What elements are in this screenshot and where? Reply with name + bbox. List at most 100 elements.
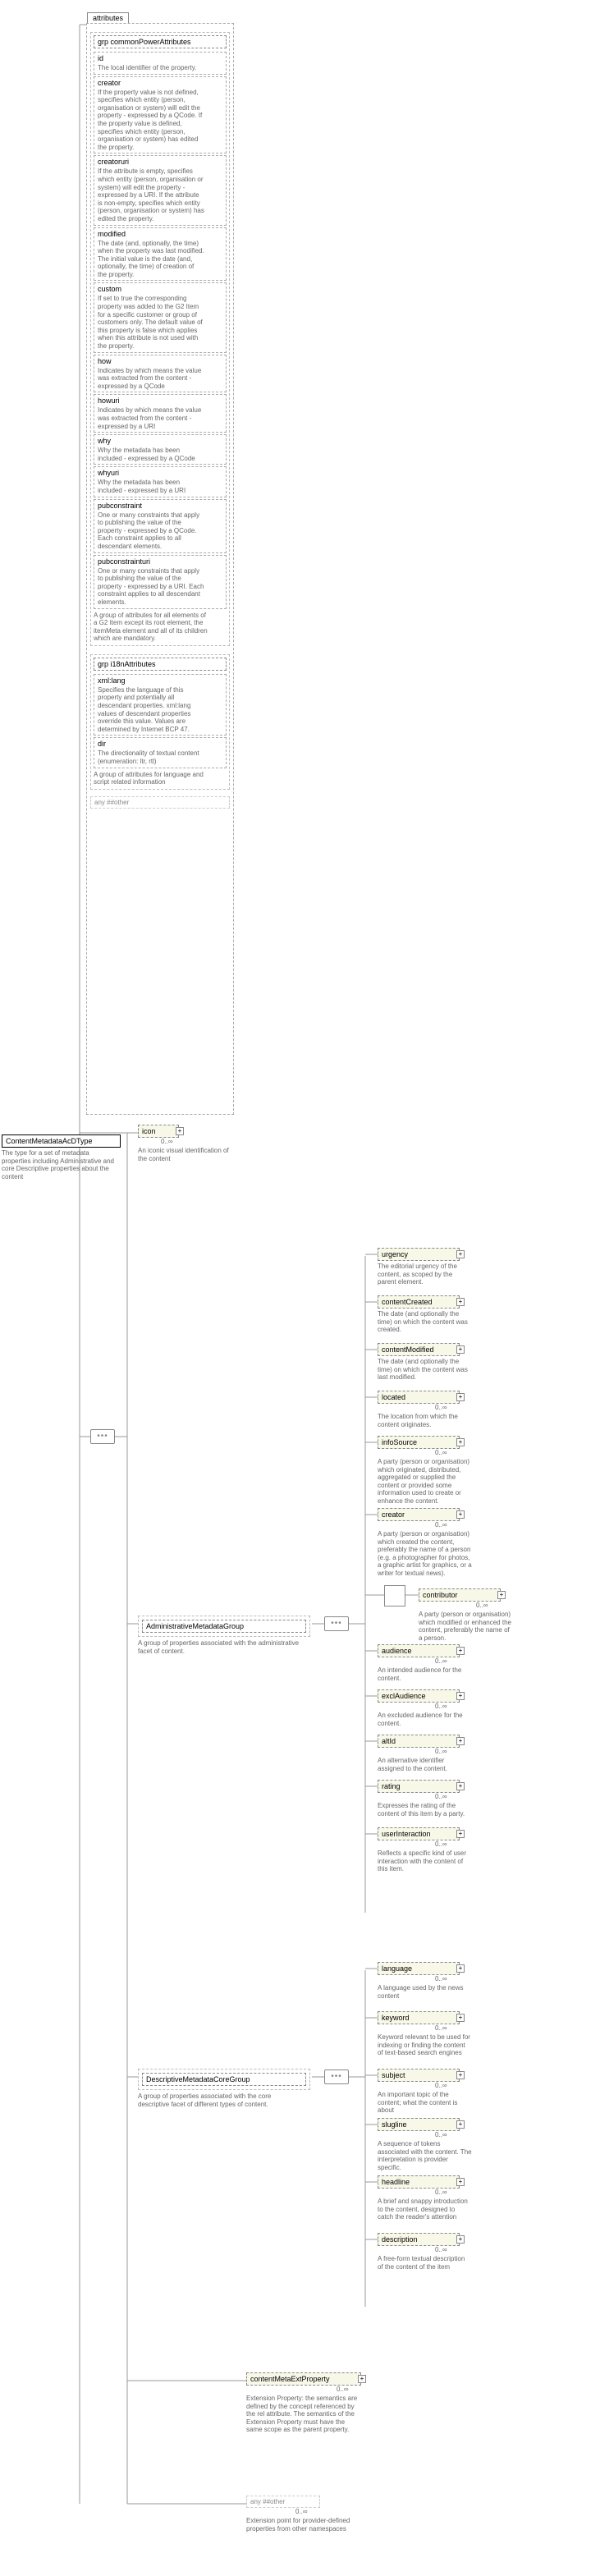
element-name: contributor <box>423 1591 458 1599</box>
seq-admin <box>324 1616 349 1631</box>
root-desc: The type for a set of metadata propertie… <box>2 1149 117 1180</box>
attr-creator: creatorIf the property value is not defi… <box>94 76 227 154</box>
admin-group: AdministrativeMetadataGroup A group of p… <box>138 1616 310 1655</box>
occurs: 0..∞ <box>476 1602 570 1609</box>
attr-desc: Why the metadata has been included - exp… <box>98 479 204 494</box>
attr-whyuri: whyuri Why the metadata has been included… <box>94 466 227 497</box>
expand-icon[interactable]: + <box>456 1345 465 1354</box>
element-name: located <box>382 1393 405 1401</box>
attr-name: whyuri <box>98 469 222 477</box>
attr-desc: If set to true the corresponding propert… <box>98 295 204 350</box>
diagram-root: ContentMetadataAcDType The type for a se… <box>0 0 600 2576</box>
expand-icon[interactable]: + <box>456 1964 465 1973</box>
attr-why: whyWhy the metadata has been included - … <box>94 434 227 465</box>
element-desc: An intended audience for the content. <box>378 1666 472 1682</box>
element-desc: Expresses the rating of the content of t… <box>378 1802 472 1817</box>
expand-icon[interactable]: + <box>456 1782 465 1790</box>
attr-name: creatoruri <box>98 158 222 166</box>
icon-occurs: 0..∞ <box>161 1138 255 1145</box>
element-rating: rating+0..∞Expresses the rating of the c… <box>378 1780 472 1817</box>
expand-icon[interactable]: + <box>456 1250 465 1258</box>
occurs: 0..∞ <box>435 2246 529 2253</box>
expand-icon[interactable]: + <box>456 1510 465 1519</box>
common-power-group: grp commonPowerAttributes idThe local id… <box>90 32 230 646</box>
expand-icon[interactable]: + <box>456 2178 465 2186</box>
expand-icon[interactable]: + <box>456 1393 465 1401</box>
attr-custom: customIf set to true the corresponding p… <box>94 282 227 352</box>
attr-desc: Indicates by which means the value was e… <box>98 367 204 391</box>
attr-name: modified <box>98 230 222 238</box>
attr-desc: The date (and, optionally, the time) whe… <box>98 240 204 279</box>
occurs: 0..∞ <box>435 2082 529 2089</box>
element-desc: Reflects a specific kind of user interac… <box>378 1849 472 1873</box>
expand-icon[interactable]: + <box>456 1438 465 1446</box>
element-name: rating <box>382 1782 401 1790</box>
expand-icon[interactable]: + <box>456 1298 465 1306</box>
element-name: language <box>382 1964 412 1973</box>
element-name: contentCreated <box>382 1298 433 1306</box>
element-userInteraction: userInteraction+0..∞Reflects a specific … <box>378 1827 472 1873</box>
icon-name: icon <box>142 1127 156 1135</box>
occurs: 0..∞ <box>435 1657 529 1665</box>
expand-icon[interactable]: + <box>456 1737 465 1745</box>
i18n-attrs: xml:langSpecifies the language of this p… <box>94 674 227 768</box>
element-name: slugline <box>382 2120 407 2129</box>
attr-desc: If the property value is not defined, sp… <box>98 89 204 152</box>
element-keyword: keyword+0..∞Keyword relevant to be used … <box>378 2011 472 2057</box>
any-desc: Extension point for provider-defined pro… <box>246 2517 353 2532</box>
desc-group-name: DescriptiveMetadataCoreGroup <box>146 2075 250 2083</box>
expand-icon[interactable]: + <box>456 1647 465 1655</box>
common-power-desc: A group of attributes for all elements o… <box>94 612 208 643</box>
element-subject: subject+0..∞An important topic of the co… <box>378 2069 472 2115</box>
element-desc: A brief and snappy introduction to the c… <box>378 2198 472 2221</box>
attr-name: howuri <box>98 396 222 405</box>
element-altId: altId+0..∞An alternative identifier assi… <box>378 1735 472 1772</box>
element-desc: The date (and optionally the time) on wh… <box>378 1358 472 1382</box>
element-urgency: urgency + The editorial urgency of the con… <box>378 1248 472 1286</box>
expand-icon[interactable]: + <box>456 2071 465 2079</box>
seq-desc <box>324 2070 349 2084</box>
content-meta-ext-name: contentMetaExtProperty <box>250 2375 330 2383</box>
expand-icon[interactable]: + <box>456 2120 465 2129</box>
any-other-label: any ##other <box>250 2498 285 2505</box>
expand-icon[interactable]: + <box>456 1692 465 1700</box>
element-desc: Keyword relevant to be used for indexing… <box>378 2033 472 2057</box>
element-desc: An alternative identifier assigned to th… <box>378 1757 472 1772</box>
element-desc: The editorial urgency of the content, as… <box>378 1263 472 1286</box>
attr-howuri: howuriIndicates by which means the value… <box>94 394 227 433</box>
i18n-desc: A group of attributes for language and s… <box>94 771 208 786</box>
expand-icon[interactable]: + <box>456 2014 465 2022</box>
element-name: creator <box>382 1510 405 1519</box>
attr-name: pubconstrainturi <box>98 557 222 566</box>
i18n-group: grp i18nAttributes xml:langSpecifies the… <box>90 654 230 790</box>
expand-icon[interactable]: + <box>497 1591 506 1599</box>
element-contributor: contributor+0..∞A party (person or organ… <box>419 1588 513 1642</box>
any-other-attr: any ##other <box>90 796 230 809</box>
occurs: 0..∞ <box>435 2024 529 2032</box>
attr-name: how <box>98 357 222 365</box>
attr-desc: Why the metadata has been included - exp… <box>98 447 204 462</box>
choice-box <box>384 1585 405 1607</box>
root-name: ContentMetadataAcDType <box>6 1137 93 1145</box>
root-type-box: ContentMetadataAcDType The type for a se… <box>2 1134 121 1180</box>
cme-desc: Extension Property: the semantics are de… <box>246 2395 361 2434</box>
attr-dir: dirThe directionality of textual content… <box>94 737 227 768</box>
expand-icon[interactable]: + <box>456 2235 465 2244</box>
element-name: keyword <box>382 2014 410 2022</box>
expand-icon[interactable]: + <box>176 1127 184 1135</box>
expand-icon[interactable]: + <box>358 2375 366 2383</box>
attr-pubconstrainturi: pubconstrainturiOne or many constraints … <box>94 555 227 609</box>
attr-xmllang: xml:langSpecifies the language of this p… <box>94 674 227 736</box>
occurs: 0..∞ <box>435 1793 529 1800</box>
desc-group: DescriptiveMetadataCoreGroup A group of … <box>138 2069 310 2108</box>
occurs: 0..∞ <box>435 1748 529 1755</box>
element-name: subject <box>382 2071 405 2079</box>
attr-desc: One or many constraints that apply to pu… <box>98 567 204 607</box>
attr-name: pubconstraint <box>98 502 222 510</box>
seq-main <box>90 1429 115 1444</box>
occurs: 0..∞ <box>435 1449 529 1456</box>
attr-desc: If the attribute is empty, specifies whi… <box>98 167 204 222</box>
expand-icon[interactable]: + <box>456 1830 465 1838</box>
element-name: urgency <box>382 1250 408 1258</box>
occurs: 0..∞ <box>435 1840 529 1848</box>
